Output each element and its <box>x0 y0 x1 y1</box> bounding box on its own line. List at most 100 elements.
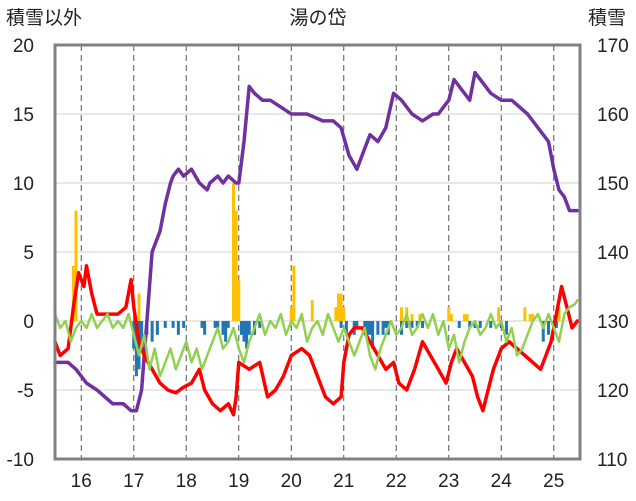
bar-0-5 <box>237 279 241 321</box>
left-axis-label: 積雪以外 <box>6 7 82 29</box>
bar-0-22 <box>497 307 501 321</box>
bar-1-44 <box>478 321 482 328</box>
bar-0-1 <box>74 210 78 321</box>
right-tick-label-4: 130 <box>597 312 629 333</box>
bar-1-28 <box>363 321 367 328</box>
chart-title: 湯の岱 <box>289 7 346 29</box>
left-axis-ticks: 20 15 10 5 0 -5 -10 <box>7 36 34 471</box>
bar-0-12 <box>339 293 343 321</box>
right-tick-label-0: 170 <box>597 36 629 57</box>
bar-0-9 <box>310 300 314 321</box>
bar-1-34 <box>384 321 388 328</box>
series-line-0 <box>53 70 580 413</box>
x-tick-label-8: 24 <box>491 471 513 492</box>
bar-1-3 <box>140 321 144 342</box>
left-tick-label-4: 0 <box>23 312 34 333</box>
bar-1-30 <box>368 321 372 335</box>
x-tick-label-4: 20 <box>281 471 302 492</box>
plot-frame <box>53 43 582 461</box>
right-axis-ticks: 170 160 150 140 130 120 110 <box>597 36 629 471</box>
series-line-2 <box>53 299 579 378</box>
bar-0-25 <box>531 314 535 321</box>
x-tick-label-9: 25 <box>543 471 564 492</box>
bar-0-21 <box>465 314 469 321</box>
bar-1-7 <box>163 321 167 328</box>
bar-1-14 <box>216 321 220 328</box>
right-tick-label-6: 110 <box>597 450 627 471</box>
bar-1-21 <box>247 321 251 335</box>
bar-1-18 <box>239 321 243 335</box>
bar-1-40 <box>421 321 424 328</box>
bar-0-3 <box>232 183 235 321</box>
bar-1-13 <box>213 321 217 328</box>
bar-1-20 <box>245 321 249 349</box>
bar-1-15 <box>221 321 225 335</box>
bar-1-19 <box>242 321 246 342</box>
left-tick-label-1: 15 <box>13 105 34 126</box>
left-tick-label-5: -5 <box>17 381 34 402</box>
right-axis-label: 積雪 <box>588 7 626 29</box>
bar-1-11 <box>200 321 204 328</box>
bar-0-4 <box>234 210 238 321</box>
x-tick-label-1: 17 <box>123 471 144 492</box>
bar-0-11 <box>337 293 340 321</box>
bar-1-8 <box>171 321 175 328</box>
bar-0-23 <box>523 307 527 321</box>
right-tick-label-1: 160 <box>597 105 629 126</box>
bar-1-17 <box>226 321 230 328</box>
x-tick-label-6: 22 <box>386 471 407 492</box>
bar-1-12 <box>203 321 207 335</box>
bar-1-37 <box>405 321 409 328</box>
bar-1-51 <box>554 321 558 328</box>
bar-0-6 <box>289 307 293 321</box>
bar-0-13 <box>342 307 346 321</box>
x-axis-ticks: 16 17 18 19 20 21 22 23 24 25 <box>71 471 565 492</box>
bar-0-7 <box>292 265 296 321</box>
bar-1-47 <box>505 321 508 335</box>
bar-1-49 <box>547 321 550 335</box>
x-tick-label-2: 18 <box>176 471 197 492</box>
bar-1-42 <box>468 321 472 328</box>
right-tick-label-3: 140 <box>597 243 629 264</box>
bar-1-24 <box>339 321 343 328</box>
right-tick-label-5: 120 <box>597 381 629 402</box>
right-tick-label-2: 150 <box>597 174 629 195</box>
left-tick-label-3: 5 <box>23 243 34 264</box>
bar-1-6 <box>155 321 159 335</box>
bar-1-10 <box>182 321 186 328</box>
bar-1-41 <box>457 321 461 328</box>
bar-1-38 <box>410 321 414 328</box>
bar-1-31 <box>371 321 375 349</box>
left-tick-label-2: 10 <box>13 174 34 195</box>
bar-0-20 <box>463 314 466 321</box>
bar-0-24 <box>528 314 532 321</box>
x-tick-label-3: 19 <box>228 471 249 492</box>
left-tick-label-6: -10 <box>7 450 34 471</box>
x-tick-label-0: 16 <box>71 471 92 492</box>
bar-1-16 <box>224 321 228 342</box>
bar-0-0 <box>71 265 75 321</box>
bar-0-26 <box>557 307 561 321</box>
bar-0-10 <box>334 307 338 321</box>
bar-0-18 <box>447 307 451 321</box>
bar-1-48 <box>541 321 545 342</box>
bar-1-23 <box>258 321 262 328</box>
bar-1-29 <box>365 321 369 335</box>
bar-1-5 <box>150 321 154 342</box>
bar-0-2 <box>137 293 141 321</box>
bar-1-9 <box>176 321 180 335</box>
bar-0-19 <box>449 314 453 321</box>
x-tick-label-5: 21 <box>333 471 354 492</box>
series-line-1 <box>53 264 580 417</box>
line-series-group <box>53 70 580 417</box>
bar-0-14 <box>400 307 403 321</box>
bar-0-16 <box>410 314 414 321</box>
bar-1-27 <box>355 321 359 328</box>
bar-1-45 <box>489 321 493 328</box>
bar-1-33 <box>381 321 385 335</box>
bar-1-32 <box>376 321 380 335</box>
left-tick-label-0: 20 <box>13 36 34 57</box>
x-tick-label-7: 23 <box>438 471 459 492</box>
